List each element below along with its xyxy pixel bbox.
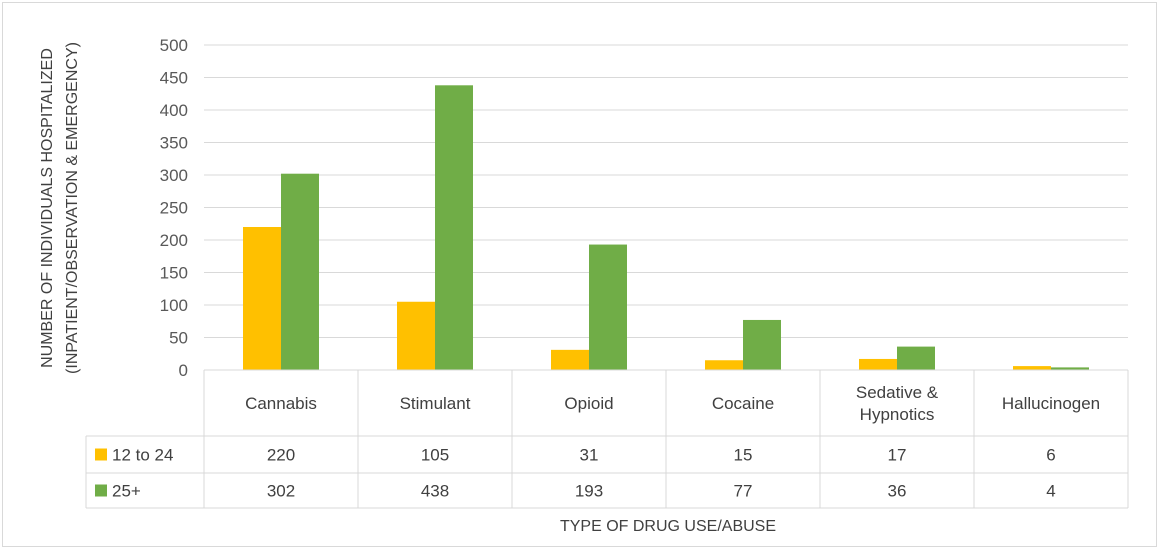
bar [897, 346, 935, 370]
table-value: 193 [575, 482, 603, 501]
y-tick-label: 300 [160, 166, 188, 185]
bar [551, 349, 589, 370]
bar [1051, 367, 1089, 370]
bars [243, 85, 1089, 371]
legend-key [95, 448, 107, 461]
y-tick-label: 250 [160, 199, 188, 218]
table-value: 438 [421, 482, 449, 501]
bar [397, 301, 435, 370]
y-tick-label: 400 [160, 101, 188, 120]
series-name: 12 to 24 [112, 446, 173, 465]
y-axis-title-line-2: (INPATIENT/OBSERVATION & EMERGENCY) [64, 42, 81, 374]
table-value: 105 [421, 446, 449, 465]
table-value: 36 [888, 482, 907, 501]
category-label: Hypnotics [860, 405, 935, 424]
y-tick-label: 100 [160, 296, 188, 315]
category-label: Cocaine [712, 394, 774, 413]
category-label: Sedative & [856, 383, 939, 402]
bar [589, 244, 627, 370]
y-axis-title-line-1: NUMBER OF INDIVIDUALS HOSPITALIZED [39, 48, 56, 368]
series-name: 25+ [112, 482, 141, 501]
legend-key [95, 484, 107, 497]
y-tick-label: 50 [169, 329, 188, 348]
bar [243, 227, 281, 370]
category-label: Stimulant [400, 394, 471, 413]
bar [705, 360, 743, 370]
table-value: 302 [267, 482, 295, 501]
bar [743, 319, 781, 370]
category-label: Opioid [564, 394, 613, 413]
y-axis-ticks: 0 50 100 150 200 250 300 350 400 450 500 [160, 36, 188, 380]
bar [435, 85, 473, 371]
y-tick-label: 450 [160, 69, 188, 88]
table-value: 31 [580, 446, 599, 465]
bar [281, 173, 319, 370]
table-value: 15 [734, 446, 753, 465]
table-value: 77 [734, 482, 753, 501]
y-tick-label: 500 [160, 36, 188, 55]
category-label: Cannabis [245, 394, 317, 413]
table-value: 6 [1046, 446, 1055, 465]
data-table: Cannabis Stimulant Opioid Cocaine Sedative &… [85, 369, 1129, 509]
y-tick-label: 350 [160, 134, 188, 153]
table-value: 220 [267, 446, 295, 465]
y-tick-label: 150 [160, 264, 188, 283]
y-tick-label: 0 [179, 361, 188, 380]
category-label: Hallucinogen [1002, 394, 1100, 413]
table-value: 4 [1046, 482, 1055, 501]
bar [859, 358, 897, 370]
gridlines [204, 44, 1128, 371]
x-axis-title: TYPE OF DRUG USE/ABUSE [560, 518, 776, 535]
table-value: 17 [888, 446, 907, 465]
bar [1013, 366, 1051, 370]
y-tick-label: 200 [160, 231, 188, 250]
